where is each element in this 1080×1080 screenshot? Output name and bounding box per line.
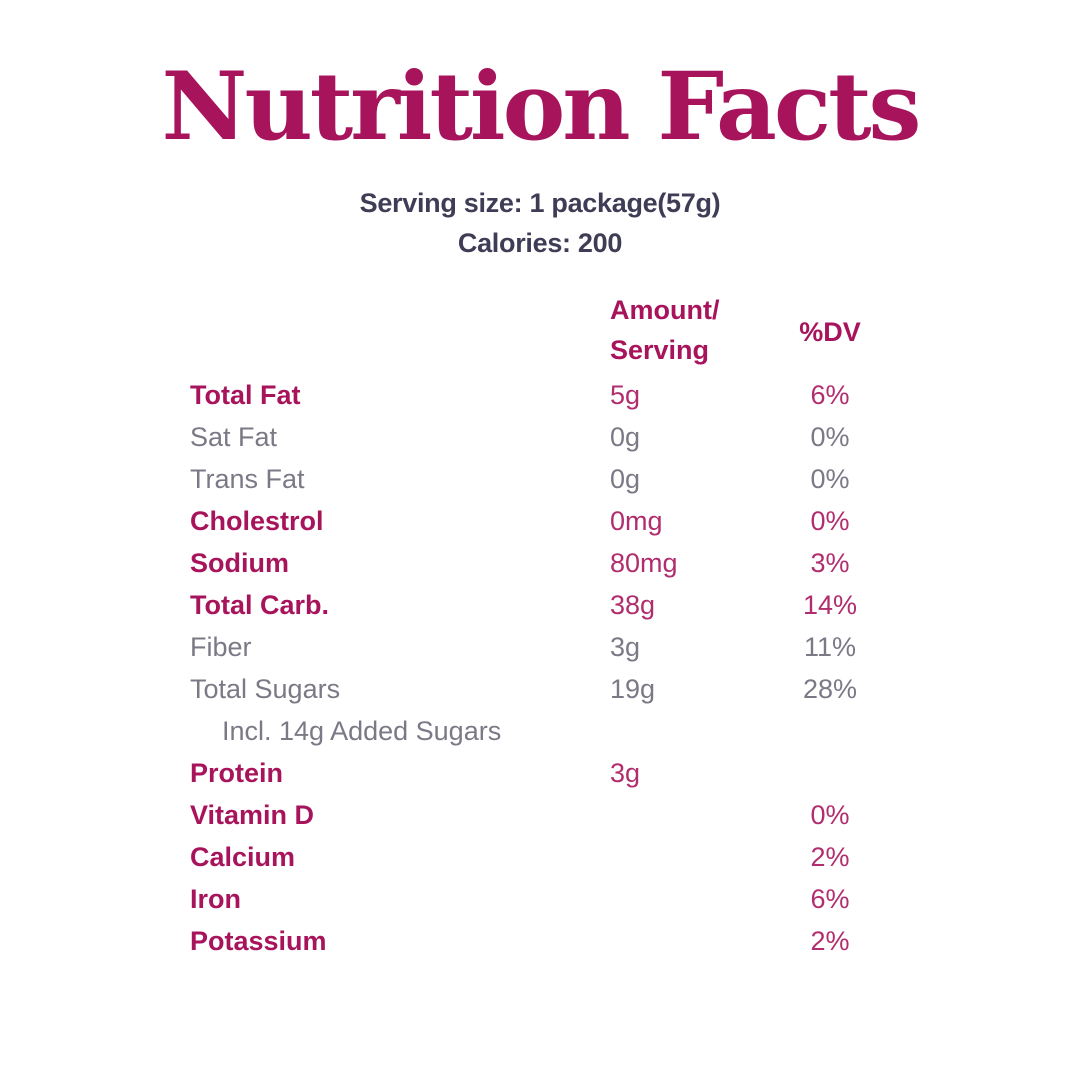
dv-column-header: %DV [799,316,861,347]
nutrient-label: Total Carb. [190,589,330,620]
table-row: Total Carb. 38g 14% [190,584,890,626]
nutrient-dv: 6% [810,883,850,914]
nutrient-amount: 0g [610,421,641,452]
nutrient-amount: 3g [610,757,641,788]
nutrient-column-header [190,290,610,374]
nutrient-dv: 11% [803,631,857,662]
nutrient-amount: 19g [610,673,656,704]
nutrient-dv: 6% [810,379,850,410]
nutrient-amount: 0mg [610,505,663,536]
nutrient-dv: 28% [802,673,858,704]
amount-column-header: Amount/ Serving [610,295,720,365]
nutrient-dv: 2% [810,925,850,956]
nutrient-dv: 2% [810,841,850,872]
nutrient-dv: 0% [810,799,850,830]
nutrient-label: Sodium [190,547,289,578]
nutrient-dv: 0% [810,505,850,536]
nutrient-label: Total Fat [190,379,301,410]
nutrient-label: Protein [190,757,284,788]
table-row: Total Sugars 19g 28% [190,668,890,710]
table-row: Protein 3g [190,752,890,794]
table-row: Cholestrol 0mg 0% [190,500,890,542]
table-row: Vitamin D 0% [190,794,890,836]
nutrient-rows: Total Fat 5g 6% Sat Fat 0g 0% Trans Fat … [190,374,890,962]
nutrient-label: Total Sugars [190,673,341,704]
nutrient-label: Incl. 14g Added Sugars [222,715,502,746]
nutrient-amount: 3g [610,631,641,662]
table-row: Calcium 2% [190,836,890,878]
nutrient-amount: 38g [610,589,656,620]
nutrient-dv: 0% [810,463,850,494]
table-row: Sat Fat 0g 0% [190,416,890,458]
serving-size-text: Serving size: 1 package(57g) [359,188,721,218]
nutrient-label: Vitamin D [190,799,315,830]
nutrient-label: Calcium [190,841,296,872]
nutrient-label: Fiber [190,631,252,662]
table-row: Total Fat 5g 6% [190,374,890,416]
nutrient-label: Sat Fat [190,421,278,452]
table-row: Fiber 3g 11% [190,626,890,668]
table-row: Iron 6% [190,878,890,920]
calories-text: Calories: 200 [457,228,623,258]
nutrient-label: Cholestrol [190,505,324,536]
table-row: Trans Fat 0g 0% [190,458,890,500]
table-row: Sodium 80mg 3% [190,542,890,584]
table-row: Potassium 2% [190,920,890,962]
nutrient-dv: 0% [810,421,850,452]
nutrient-dv: 14% [802,589,858,620]
nutrient-amount: 0g [610,463,641,494]
nutrient-label: Iron [190,883,241,914]
table-row: Incl. 14g Added Sugars [190,710,890,752]
nutrition-table: Amount/ Serving %DV Total Fat 5g 6% Sat … [190,290,890,962]
nutrient-dv: 3% [810,547,850,578]
nutrient-amount: 80mg [610,547,678,578]
nutrient-amount: 5g [610,379,641,410]
nutrient-label: Trans Fat [190,463,305,494]
nutrient-label: Potassium [190,925,327,956]
page-title: Nutrition Facts [161,52,922,162]
table-header-row: Amount/ Serving %DV [190,290,890,374]
